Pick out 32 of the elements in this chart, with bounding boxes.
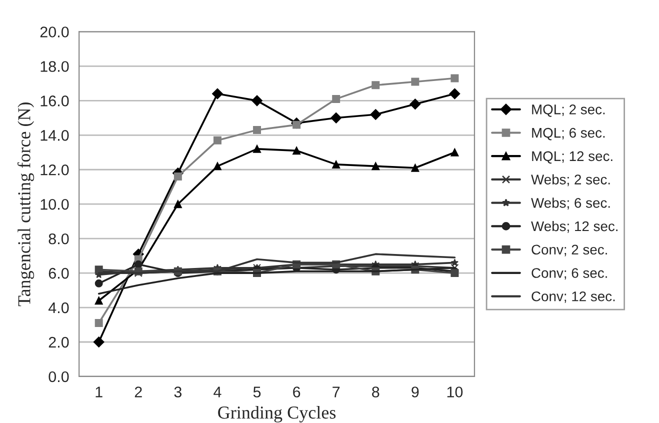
legend-label: MQL; 2 sec. — [532, 104, 605, 117]
y-tick-label: 10.0 — [40, 198, 69, 210]
legend-label: Conv; 12 sec. — [532, 291, 615, 303]
y-tick-label: 18.0 — [40, 61, 69, 72]
y-tick-label: 4.0 — [48, 302, 69, 314]
y-tick-label: 6.0 — [48, 268, 69, 279]
y-tick-label: 16.0 — [40, 96, 69, 106]
y-tick-label: 2.0 — [48, 336, 69, 348]
x-tick-label: 6 — [293, 386, 300, 398]
y-tick-label: 20.0 — [40, 26, 69, 38]
y-tick-label: 12.0 — [40, 164, 69, 176]
legend-label: Webs; 12 sec. — [531, 220, 618, 233]
x-tick-label: 7 — [332, 386, 340, 398]
y-axis-title: Tangencial cutting force (N) — [17, 102, 34, 306]
legend-label: MQL; 12 sec. — [532, 151, 612, 164]
legend-label: Conv; 6 sec. — [532, 268, 607, 280]
legend-label: MQL; 6 sec. — [532, 128, 605, 140]
legend-label: Webs; 2 sec. — [531, 174, 610, 186]
x-tick-label: 4 — [214, 386, 222, 398]
legend-label: Webs; 6 sec. — [531, 198, 610, 210]
x-tick-label: 5 — [253, 386, 261, 398]
y-tick-label: 0.0 — [48, 371, 69, 382]
y-tick-label: 14.0 — [40, 130, 69, 141]
x-tick-label: 2 — [134, 386, 142, 398]
x-tick-label: 3 — [174, 386, 182, 398]
x-tick-label: 8 — [372, 386, 380, 398]
x-tick-label: 9 — [412, 386, 419, 398]
x-tick-label: 10 — [447, 386, 463, 398]
legend-label: Conv; 2 sec. — [532, 244, 607, 256]
x-tick-label: 1 — [96, 386, 102, 398]
y-tick-label: 8.0 — [48, 233, 69, 244]
x-axis-title: Grinding Cycles — [218, 406, 336, 422]
